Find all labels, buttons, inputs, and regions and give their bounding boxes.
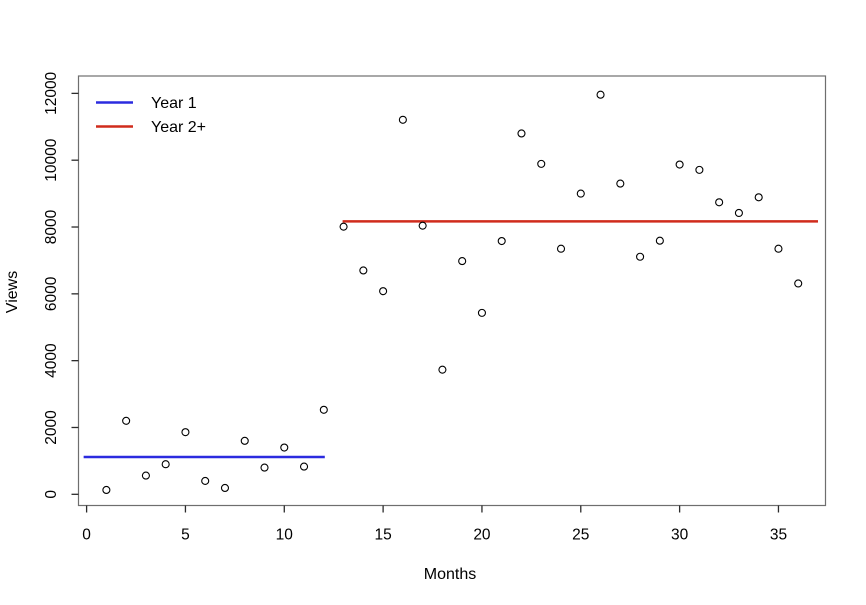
x-axis-tick-label: 25 bbox=[572, 527, 589, 544]
data-point bbox=[576, 189, 585, 198]
data-point bbox=[359, 266, 368, 275]
data-point bbox=[161, 460, 170, 469]
y-axis-tick-label: 10000 bbox=[43, 138, 60, 181]
x-axis-tick-label: 5 bbox=[181, 527, 190, 544]
data-point bbox=[655, 236, 664, 245]
data-point bbox=[379, 287, 388, 296]
legend-label-year1: Year 1 bbox=[151, 95, 197, 112]
data-point bbox=[458, 257, 467, 266]
data-point bbox=[280, 443, 289, 452]
x-axis-tick-label: 20 bbox=[473, 527, 491, 544]
data-point bbox=[497, 237, 506, 246]
data-point bbox=[636, 252, 645, 261]
x-axis-tick-label: 30 bbox=[671, 527, 689, 544]
y-axis-tick-label: 2000 bbox=[43, 410, 60, 445]
data-point bbox=[517, 129, 526, 138]
x-axis-tick-label: 0 bbox=[82, 527, 91, 544]
legend-label-year2: Year 2+ bbox=[151, 119, 206, 136]
y-axis-tick-label: 8000 bbox=[43, 209, 60, 244]
data-point bbox=[754, 193, 763, 202]
x-axis-title: Months bbox=[424, 566, 476, 583]
y-axis-tick-label: 6000 bbox=[43, 276, 60, 311]
y-axis-tick-label: 0 bbox=[43, 490, 60, 499]
data-point bbox=[715, 198, 724, 207]
data-point bbox=[299, 462, 309, 471]
y-axis-title: Views bbox=[4, 271, 21, 313]
data-point bbox=[240, 436, 249, 445]
data-point bbox=[141, 471, 150, 480]
data-point bbox=[339, 222, 348, 231]
data-point bbox=[477, 308, 486, 317]
data-point bbox=[201, 476, 210, 485]
data-point bbox=[734, 208, 743, 218]
legend: Year 1 Year 2+ bbox=[96, 95, 206, 136]
data-point bbox=[319, 405, 328, 414]
data-point bbox=[695, 165, 704, 174]
data-point bbox=[794, 279, 803, 288]
data-point bbox=[537, 159, 546, 168]
data-point bbox=[596, 90, 605, 99]
y-axis-tick-label: 12000 bbox=[43, 71, 60, 114]
x-axis-tick-label: 10 bbox=[276, 527, 294, 544]
data-point bbox=[774, 244, 783, 253]
data-point bbox=[181, 428, 190, 437]
data-point bbox=[675, 160, 684, 169]
data-point bbox=[398, 115, 407, 124]
y-axis-tick-label: 4000 bbox=[43, 343, 60, 378]
data-point bbox=[260, 463, 269, 472]
data-point bbox=[102, 485, 111, 495]
data-point bbox=[122, 416, 131, 425]
x-axis-tick-label: 15 bbox=[374, 527, 391, 544]
data-point bbox=[616, 179, 625, 188]
data-point bbox=[556, 244, 566, 253]
data-point bbox=[220, 483, 230, 493]
x-axis-tick-label: 35 bbox=[770, 527, 787, 544]
data-point bbox=[418, 221, 427, 230]
data-point bbox=[438, 365, 447, 374]
plot-box bbox=[77, 75, 827, 507]
